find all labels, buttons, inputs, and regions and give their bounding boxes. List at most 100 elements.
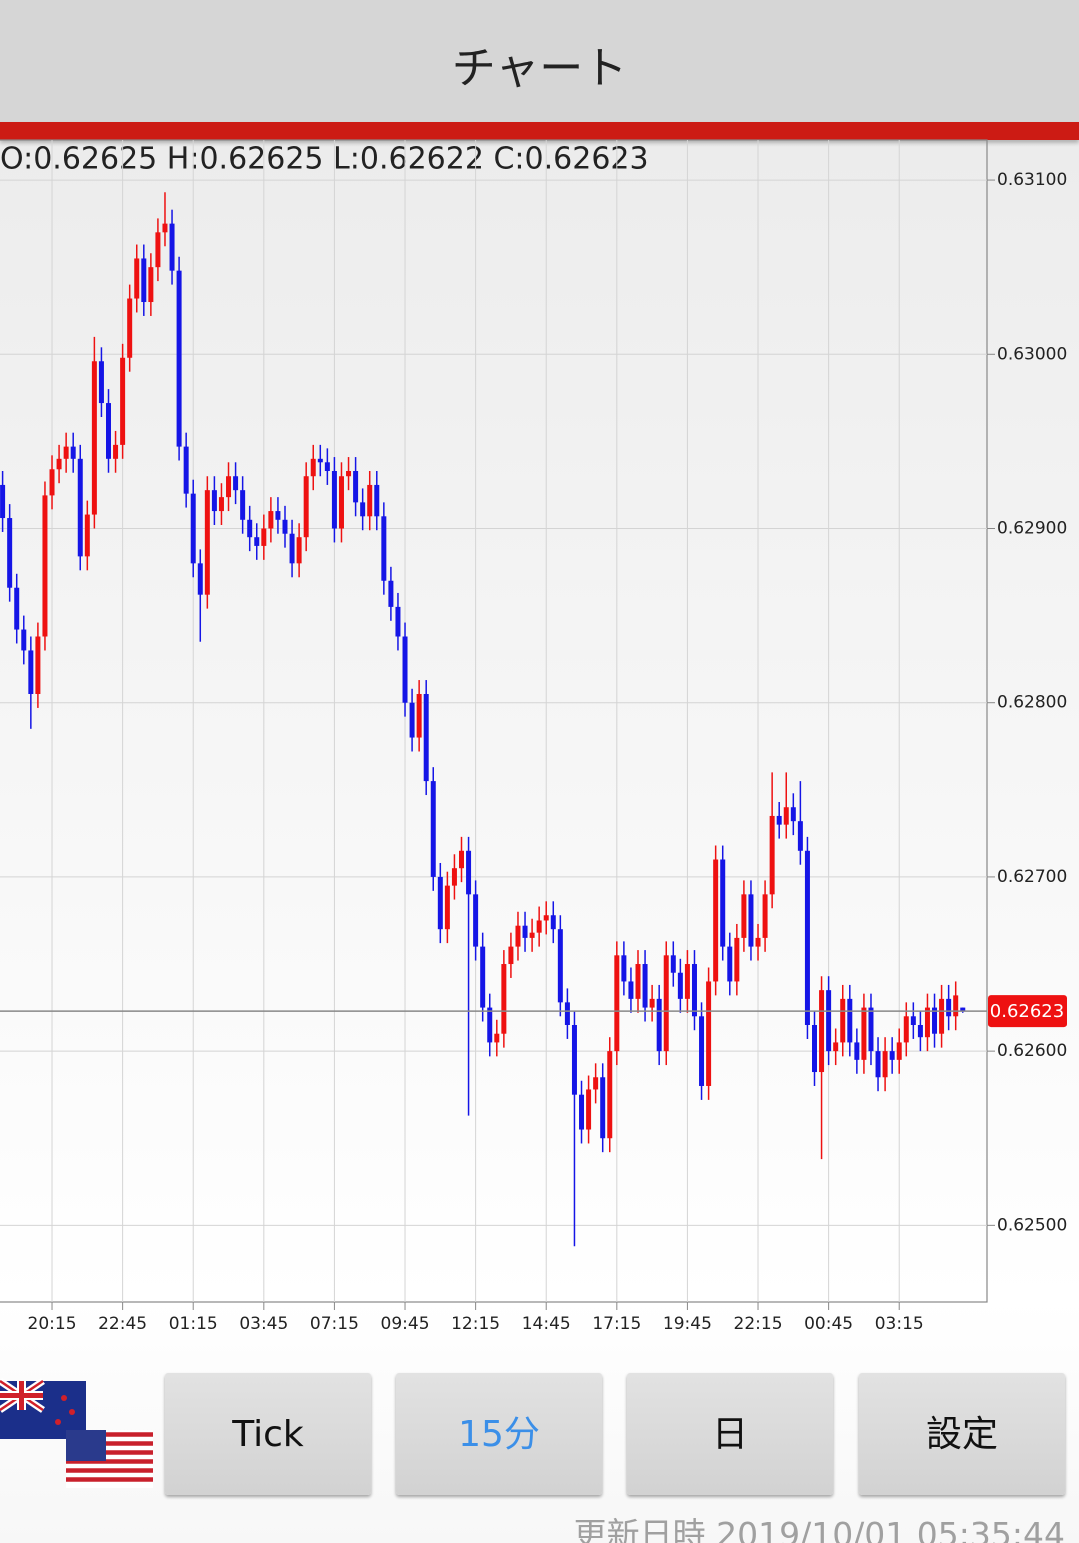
candle-body — [635, 964, 641, 999]
candle-body — [910, 1016, 916, 1026]
candle-body — [324, 462, 330, 472]
update-timestamp: 2019/10/01 05:35:44 — [716, 1515, 1065, 1543]
candle-body — [628, 981, 634, 999]
candle-body — [451, 868, 457, 886]
candle-body — [21, 629, 27, 651]
candle-body — [268, 511, 274, 529]
candle-body — [176, 270, 182, 447]
candle-body — [487, 1007, 493, 1043]
candle-body — [261, 528, 267, 546]
candle-body — [861, 1007, 867, 1060]
candle-body — [127, 298, 133, 358]
candle-body — [917, 1025, 923, 1038]
tick-button[interactable]: Tick — [165, 1373, 371, 1495]
x-tick-label: 07:15 — [310, 1314, 359, 1334]
candle-body — [247, 519, 253, 538]
candle-body — [226, 476, 232, 498]
candle-body — [713, 859, 719, 982]
candle-body — [812, 1025, 817, 1073]
candle-body — [113, 444, 119, 459]
candle-body — [663, 955, 669, 1052]
candle-body — [593, 1077, 599, 1090]
last-price-box — [988, 995, 1067, 1028]
candle-body — [847, 998, 853, 1043]
15min-button[interactable]: 15分 — [396, 1373, 602, 1495]
candle-body — [826, 990, 832, 1052]
candle-body — [98, 361, 104, 404]
candle-body — [183, 446, 189, 494]
candle-body — [134, 258, 140, 299]
candle-body — [903, 1016, 909, 1043]
candle-body — [776, 815, 782, 825]
candle-body — [924, 1007, 930, 1038]
candle-body — [783, 807, 789, 825]
x-tick-label: 09:45 — [381, 1314, 430, 1334]
candle-body — [409, 702, 415, 738]
candle-body — [444, 885, 450, 930]
header-accent — [0, 122, 1079, 140]
candle-body — [762, 894, 768, 938]
candle-body — [649, 998, 655, 1008]
candle-body — [169, 223, 175, 271]
candle-body — [642, 964, 648, 1008]
grid — [0, 139, 995, 1310]
candle-body — [550, 915, 556, 930]
candle-body — [734, 937, 740, 982]
candle-body — [607, 1051, 613, 1139]
candle-body — [148, 267, 154, 303]
candle-body — [190, 493, 196, 564]
candle-body — [423, 693, 429, 782]
candle-body — [204, 490, 210, 595]
candle-body — [395, 606, 401, 637]
last-price-label: 0.62623 — [990, 1001, 1064, 1022]
candle-body — [120, 357, 126, 445]
candle-body — [459, 850, 464, 869]
candle-body — [402, 636, 408, 703]
candle-body — [70, 446, 76, 459]
candle-body — [557, 929, 563, 1003]
y-tick-label: 0.62500 — [997, 1215, 1067, 1235]
ohlc-label: O:0.62625 H:0.62625 L:0.62622 C:0.62623 — [0, 142, 649, 177]
y-tick-label: 0.63000 — [997, 344, 1067, 364]
candle-body — [840, 998, 846, 1043]
candle-body — [536, 920, 542, 933]
candle-body — [896, 1042, 902, 1060]
candle-body — [755, 937, 761, 947]
x-tick-label: 20:15 — [28, 1314, 77, 1334]
candle-body — [381, 516, 387, 581]
candle-body — [797, 821, 803, 851]
candle-body — [670, 955, 676, 973]
candle-body — [367, 484, 373, 517]
candle-body — [338, 476, 344, 529]
candle-body — [346, 471, 352, 477]
update-label: 更新日時 — [573, 1515, 706, 1543]
candle-body — [7, 518, 13, 588]
x-tick-label: 14:45 — [522, 1314, 571, 1334]
candle-body — [614, 955, 620, 1052]
x-tick-label: 19:45 — [663, 1314, 712, 1334]
y-tick-label: 0.62900 — [997, 518, 1067, 538]
candle-body — [162, 223, 168, 233]
x-tick-label: 03:45 — [239, 1314, 288, 1334]
candle-body — [360, 502, 366, 517]
candle-body — [720, 859, 726, 947]
day-button[interactable]: 日 — [627, 1373, 833, 1495]
candle-body — [106, 403, 111, 459]
candle-body — [932, 1007, 938, 1034]
candle-body — [374, 484, 380, 517]
candle-body — [854, 1042, 860, 1060]
candle-body — [155, 232, 161, 268]
candle-body — [388, 580, 394, 607]
candle-body — [543, 915, 549, 921]
candle-body — [684, 964, 690, 999]
x-tick-label: 01:15 — [169, 1314, 218, 1334]
settings-button[interactable]: 設定 — [859, 1373, 1065, 1495]
candle-body — [473, 894, 479, 947]
candle-body — [240, 490, 246, 520]
candle-body — [677, 972, 683, 999]
candle-body — [466, 850, 472, 895]
candle-body — [621, 955, 627, 982]
candle-body — [748, 894, 754, 947]
y-tick-label: 0.62800 — [997, 693, 1067, 713]
